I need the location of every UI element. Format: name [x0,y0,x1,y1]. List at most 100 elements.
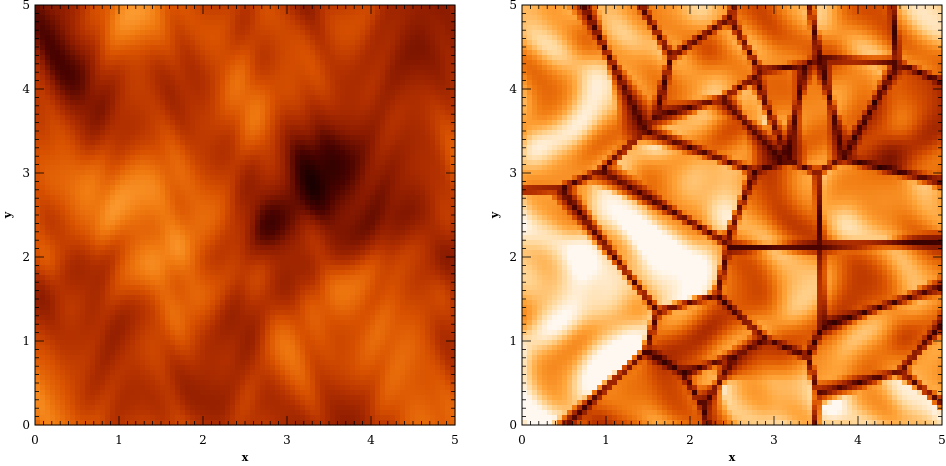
heatmap-cell [165,90,171,96]
heatmap-cell [255,275,261,281]
heatmap-cell [130,110,136,116]
heatmap-cell [385,225,391,231]
heatmap-cell [65,230,71,236]
heatmap-cell [325,60,331,66]
heatmap-cell [375,45,381,51]
heatmap-cell [160,145,166,151]
heatmap-cell [260,225,266,231]
heatmap-cell [275,175,281,181]
heatmap-cell [270,125,276,131]
heatmap-cell [130,225,136,231]
heatmap-cell [235,255,241,261]
heatmap-cell [415,150,421,156]
heatmap-cell [250,80,256,86]
heatmap-cell [170,10,176,16]
heatmap-cell [330,55,336,61]
heatmap-cell [300,170,306,176]
heatmap-cell [430,20,436,26]
heatmap-cell [390,265,396,271]
heatmap-cell [450,255,456,261]
heatmap-cell [165,45,171,51]
heatmap-cell [215,25,221,31]
heatmap-cell [210,150,216,156]
heatmap-cell [385,200,391,206]
heatmap-cell [430,150,436,156]
heatmap-cell [315,170,321,176]
heatmap-cell [175,225,181,231]
heatmap-cell [130,105,136,111]
heatmap-cell [165,270,171,276]
heatmap-cell [170,150,176,156]
heatmap-cell [165,80,171,86]
heatmap-cell [205,245,211,251]
heatmap-cell [320,235,326,241]
heatmap-cell [260,215,266,221]
heatmap-cell [340,270,346,276]
heatmap-cell [120,160,126,166]
heatmap-cell [335,40,341,46]
heatmap-cell [155,150,161,156]
heatmap-cell [230,90,236,96]
heatmap-cell [160,55,166,61]
heatmap-cell [90,285,96,291]
heatmap-cell [140,70,146,76]
heatmap-cell [210,140,216,146]
heatmap-cell [155,230,161,236]
heatmap-cell [355,65,361,71]
heatmap-cell [255,65,261,71]
heatmap-cell [200,280,206,286]
heatmap-cell [195,285,201,291]
heatmap-cell [270,155,276,161]
heatmap-cell [135,260,141,266]
heatmap-cell [75,55,81,61]
heatmap-cell [305,35,311,41]
heatmap-cell [210,155,216,161]
heatmap-cell [440,185,446,191]
heatmap-cell [85,245,91,251]
heatmap-cell [450,35,456,41]
heatmap-cell [220,285,226,291]
heatmap-cell [130,25,136,31]
heatmap-cell [420,100,426,106]
heatmap-cell [440,295,446,301]
heatmap-cell [180,20,186,26]
heatmap-cell [75,230,81,236]
heatmap-cell [90,115,96,121]
heatmap-cell [180,280,186,286]
heatmap-cell [45,120,51,126]
heatmap-cell [205,30,211,36]
heatmap-cell [165,295,171,301]
heatmap-cell [420,35,426,41]
heatmap-cell [45,130,51,136]
heatmap-cell [185,75,191,81]
heatmap-cell [40,175,46,181]
heatmap-cell [240,275,246,281]
heatmap-cell [90,80,96,86]
heatmap-cell [215,5,221,11]
heatmap-cell [195,220,201,226]
heatmap-cell [50,210,56,216]
heatmap-cell [260,230,266,236]
heatmap-cell [290,90,296,96]
heatmap-cell [400,235,406,241]
heatmap-cell [290,120,296,126]
heatmap-cell [430,275,436,281]
heatmap-cell [235,60,241,66]
heatmap-cell [380,65,386,71]
heatmap-cell [375,215,381,221]
heatmap-cell [325,120,331,126]
heatmap-cell [305,150,311,156]
heatmap-cell [125,20,131,26]
heatmap-cell [115,210,121,216]
heatmap-cell [260,115,266,121]
heatmap-cell [45,155,51,161]
heatmap-cell [280,115,286,121]
heatmap-cell [65,125,71,131]
heatmap-cell [150,225,156,231]
heatmap-cell [305,215,311,221]
heatmap-cell [220,230,226,236]
heatmap-cell [155,25,161,31]
heatmap-cell [130,75,136,81]
heatmap-cell [60,235,66,241]
heatmap-cell [275,35,281,41]
